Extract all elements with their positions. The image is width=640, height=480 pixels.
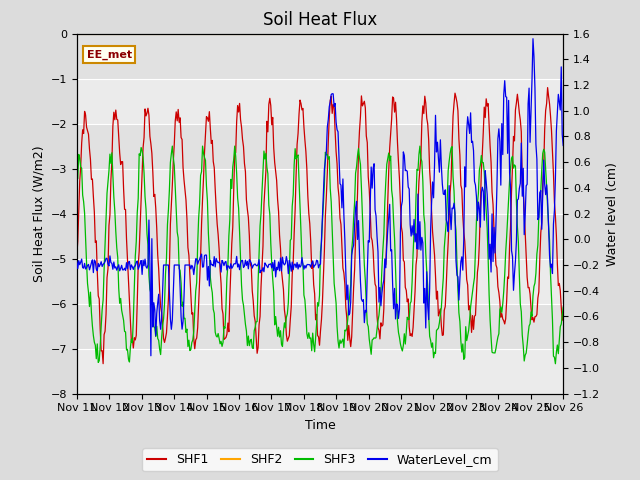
WaterLevel_cm: [550, 221, 557, 227]
SHF2: [472, 31, 479, 36]
SHF3: [305, 330, 312, 336]
WaterLevel_cm: [337, 182, 345, 188]
SHF3: [364, 321, 371, 326]
Bar: [77, 214, 563, 259]
Title: Soil Heat Flux: Soil Heat Flux: [263, 11, 377, 29]
Line: WaterLevel_cm: WaterLevel_cm: [77, 39, 563, 356]
Y-axis label: Soil Heat Flux (W/m2): Soil Heat Flux (W/m2): [32, 145, 45, 282]
SHF2: [304, 31, 312, 36]
Bar: [77, 303, 563, 348]
SHF3: [552, 361, 559, 367]
SHF3: [548, 317, 556, 323]
SHF3: [337, 340, 345, 346]
SHF1: [544, 84, 552, 90]
SHF2: [548, 31, 556, 36]
WaterLevel_cm: [305, 262, 312, 267]
Bar: [77, 34, 563, 79]
Bar: [77, 123, 563, 168]
SHF3: [168, 143, 176, 149]
SHF1: [472, 289, 480, 295]
WaterLevel_cm: [147, 353, 155, 359]
WaterLevel_cm: [308, 261, 316, 266]
SHF1: [550, 171, 557, 177]
SHF2: [307, 31, 315, 36]
Line: SHF1: SHF1: [77, 87, 563, 364]
SHF1: [308, 265, 316, 271]
Y-axis label: Water level (cm): Water level (cm): [605, 162, 619, 265]
SHF1: [99, 361, 107, 367]
X-axis label: Time: Time: [305, 419, 335, 432]
SHF1: [305, 210, 312, 216]
SHF3: [559, 304, 567, 310]
SHF2: [559, 31, 567, 36]
WaterLevel_cm: [472, 194, 480, 200]
SHF1: [337, 222, 345, 228]
Text: EE_met: EE_met: [86, 50, 132, 60]
SHF1: [364, 140, 371, 145]
WaterLevel_cm: [364, 269, 371, 275]
SHF2: [73, 31, 81, 36]
WaterLevel_cm: [559, 143, 567, 148]
SHF3: [472, 218, 480, 224]
Line: SHF3: SHF3: [77, 146, 563, 364]
SHF3: [308, 348, 316, 354]
WaterLevel_cm: [73, 259, 81, 264]
SHF1: [559, 311, 567, 317]
SHF2: [362, 31, 370, 36]
SHF3: [73, 168, 81, 173]
WaterLevel_cm: [529, 36, 537, 42]
SHF1: [73, 252, 81, 258]
SHF2: [336, 31, 344, 36]
Legend: SHF1, SHF2, SHF3, WaterLevel_cm: SHF1, SHF2, SHF3, WaterLevel_cm: [142, 448, 498, 471]
